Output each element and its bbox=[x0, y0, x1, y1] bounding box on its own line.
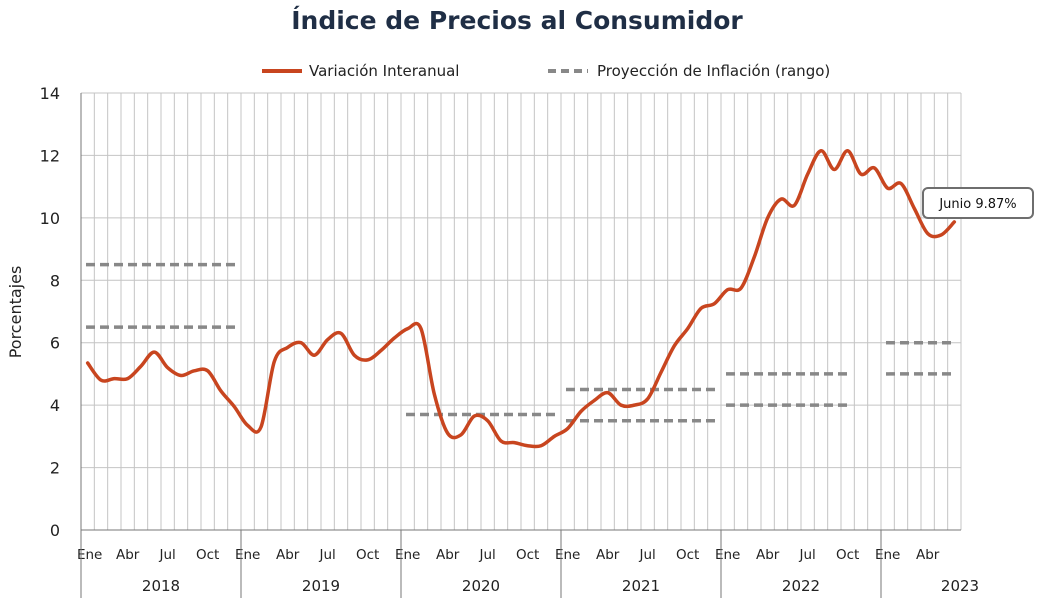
x-tick-label: Oct bbox=[516, 547, 539, 563]
x-tick-label: Ene bbox=[555, 547, 580, 563]
legend-label-variacion: Variación Interanual bbox=[309, 62, 459, 80]
x-year-label: 2023 bbox=[941, 577, 979, 595]
callout-box bbox=[922, 187, 1034, 219]
chart-title: Índice de Precios al Consumidor bbox=[291, 6, 743, 35]
variacion-series bbox=[85, 149, 957, 449]
x-tick-label: Abr bbox=[276, 547, 300, 563]
x-year-label: 2019 bbox=[302, 577, 340, 595]
x-tick-label: Ene bbox=[235, 547, 260, 563]
x-tick-label: Abr bbox=[116, 547, 140, 563]
x-tick-label: Oct bbox=[676, 547, 699, 563]
x-tick-label: Oct bbox=[196, 547, 219, 563]
y-tick-label: 10 bbox=[40, 209, 60, 228]
x-tick-label: Oct bbox=[836, 547, 859, 563]
x-tick-label: Ene bbox=[77, 547, 102, 563]
x-tick-label: Oct bbox=[356, 547, 379, 563]
x-tick-label: Jul bbox=[159, 547, 176, 563]
y-tick-label: 8 bbox=[50, 271, 60, 290]
variacion-line bbox=[85, 149, 957, 449]
x-tick-label: Abr bbox=[916, 547, 940, 563]
y-tick-label: 6 bbox=[50, 334, 60, 353]
y-tick-label: 14 bbox=[40, 84, 60, 103]
y-tick-label: 12 bbox=[40, 146, 60, 165]
x-tick-label: Jul bbox=[639, 547, 656, 563]
legend: Variación Interanual Proyección de Infla… bbox=[262, 62, 830, 80]
x-tick-label: Abr bbox=[756, 547, 780, 563]
x-tick-label: Jul bbox=[799, 547, 816, 563]
y-tick-label: 4 bbox=[50, 396, 60, 415]
x-tick-label: Abr bbox=[436, 547, 460, 563]
x-year-label: 2020 bbox=[462, 577, 500, 595]
y-tick-label: 2 bbox=[50, 459, 60, 478]
x-tick-label: Ene bbox=[395, 547, 420, 563]
x-year-label: 2022 bbox=[782, 577, 820, 595]
x-tick-label: Ene bbox=[715, 547, 740, 563]
y-axis-ticks: 0 2 4 6 8 10 12 14 bbox=[40, 84, 60, 540]
y-tick-label: 0 bbox=[50, 521, 60, 540]
callout-text: Junio 9.87% bbox=[938, 197, 1016, 212]
annotation-callout: Junio 9.87% bbox=[922, 187, 1034, 219]
x-year-label: 2018 bbox=[142, 577, 180, 595]
y-axis-label: Porcentajes bbox=[6, 266, 25, 359]
x-axis: Ene Abr Jul Oct 2018 Ene Abr Jul Oct 2019 Ene Abr Ju… bbox=[77, 530, 979, 598]
x-tick-label: Jul bbox=[479, 547, 496, 563]
x-year-label: 2021 bbox=[622, 577, 660, 595]
x-tick-label: Jul bbox=[319, 547, 336, 563]
legend-label-proyeccion: Proyección de Inflación (rango) bbox=[597, 62, 830, 80]
x-tick-label: Abr bbox=[596, 547, 620, 563]
x-tick-label: Ene bbox=[875, 547, 900, 563]
